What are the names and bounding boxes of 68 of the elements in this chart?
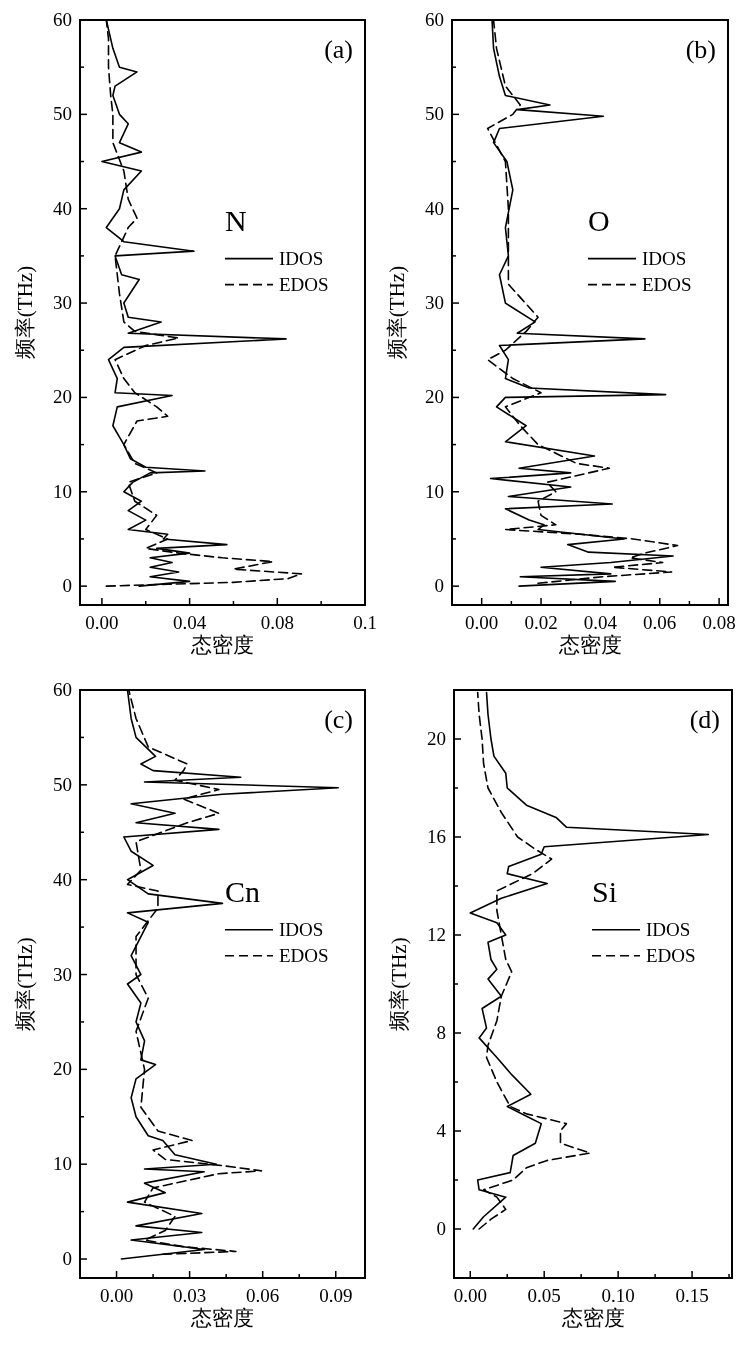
y-tick-label: 10 xyxy=(425,480,444,502)
legend-label: EDOS xyxy=(646,944,696,966)
y-tick-label: 20 xyxy=(427,728,446,749)
x-axis-title: 态密度 xyxy=(190,633,254,657)
legend-title: Cn xyxy=(225,874,261,908)
y-tick-label: 0 xyxy=(62,1248,72,1270)
x-axis-title: 态密度 xyxy=(557,633,622,657)
x-axis-title: 态密度 xyxy=(560,1306,625,1330)
y-tick-label: 12 xyxy=(427,924,446,945)
y-tick-label: 4 xyxy=(436,1120,447,1141)
y-tick-label: 8 xyxy=(436,1022,446,1043)
y-tick-label: 20 xyxy=(53,1058,72,1080)
x-tick-label: 0.04 xyxy=(172,612,207,633)
x-tick-label: 0.08 xyxy=(260,612,294,633)
y-tick-label: 50 xyxy=(53,103,72,125)
y-tick-label: 20 xyxy=(53,386,72,408)
y-tick-label: 40 xyxy=(53,868,72,890)
x-tick-label: 0.08 xyxy=(702,612,736,633)
x-tick-label: 0.03 xyxy=(172,1285,207,1306)
x-tick-label: 0.06 xyxy=(246,1285,280,1306)
x-tick-label: 0.05 xyxy=(527,1285,561,1306)
y-tick-label: 30 xyxy=(425,292,444,314)
legend-label: EDOS xyxy=(642,273,692,295)
y-tick-label: 0 xyxy=(434,575,444,597)
y-tick-label: 50 xyxy=(53,773,72,795)
x-tick-label: 0.00 xyxy=(465,612,499,633)
y-tick-label: 30 xyxy=(53,292,72,314)
annotation: (c) xyxy=(324,705,353,734)
y-tick-label: 10 xyxy=(53,480,72,502)
y-tick-label: 0 xyxy=(62,575,72,597)
legend-title: N xyxy=(225,203,247,237)
y-axis-title: 频率(THz) xyxy=(13,265,37,360)
x-tick-label: 0.00 xyxy=(99,1285,134,1306)
y-tick-label: 60 xyxy=(425,9,444,30)
x-tick-label: 0.00 xyxy=(85,612,119,633)
y-axis-title: 频率(THz) xyxy=(385,265,409,360)
x-tick-label: 0.15 xyxy=(675,1285,709,1306)
y-tick-label: 60 xyxy=(53,679,72,700)
x-tick-label: 0.10 xyxy=(601,1285,635,1306)
x-tick-label: 0.02 xyxy=(524,612,558,633)
y-tick-label: 50 xyxy=(425,103,444,125)
legend-label: EDOS xyxy=(279,944,329,966)
legend-label: IDOS xyxy=(646,918,691,940)
y-tick-label: 0 xyxy=(436,1218,446,1239)
x-tick-label: 0.04 xyxy=(583,612,618,633)
annotation: (a) xyxy=(324,35,353,64)
y-tick-label: 20 xyxy=(425,386,444,408)
annotation: (b) xyxy=(685,35,716,64)
y-axis-title: 频率(THz) xyxy=(13,937,37,1031)
x-tick-label: 0.09 xyxy=(319,1285,353,1306)
x-tick-label: 0.06 xyxy=(643,612,677,633)
legend-label: IDOS xyxy=(279,918,324,940)
legend-label: IDOS xyxy=(279,247,324,269)
x-axis-title: 态密度 xyxy=(190,1306,254,1330)
y-axis-title: 频率(THz) xyxy=(387,937,411,1031)
legend-label: IDOS xyxy=(642,247,687,269)
y-tick-label: 40 xyxy=(425,197,444,219)
x-tick-label: 0.00 xyxy=(453,1285,487,1306)
legend-title: Si xyxy=(592,874,618,908)
legend-label: EDOS xyxy=(279,273,329,295)
legend-title: O xyxy=(588,203,610,237)
y-tick-label: 16 xyxy=(427,826,446,847)
y-tick-label: 40 xyxy=(53,197,72,219)
y-tick-label: 10 xyxy=(53,1153,72,1175)
x-tick-label: 0.1 xyxy=(353,612,377,633)
y-tick-label: 60 xyxy=(53,9,72,30)
annotation: (d) xyxy=(689,705,720,734)
y-tick-label: 30 xyxy=(53,963,72,985)
